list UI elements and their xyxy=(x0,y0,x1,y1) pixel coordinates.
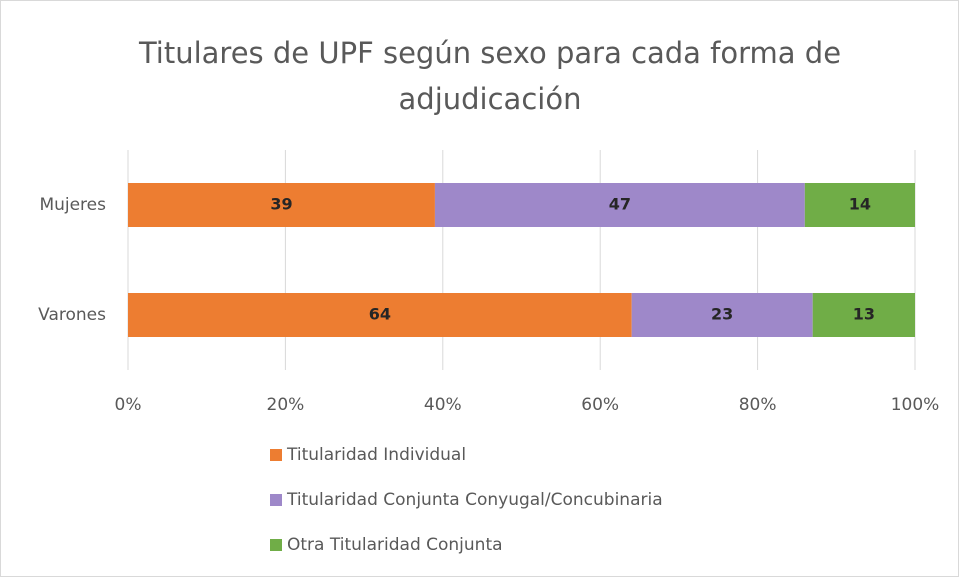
bar-segment xyxy=(128,183,435,227)
y-tick-label: Mujeres xyxy=(39,195,106,215)
x-tick-label: 100% xyxy=(891,395,940,415)
legend-label: Titularidad Individual xyxy=(286,445,466,465)
data-label: 64 xyxy=(369,305,391,324)
legend-swatch xyxy=(270,494,282,506)
x-tick-label: 40% xyxy=(424,395,462,415)
legend-label: Titularidad Conjunta Conyugal/Concubinar… xyxy=(286,490,663,510)
data-label: 39 xyxy=(270,195,292,214)
bar-segment xyxy=(804,183,915,227)
bar-segment xyxy=(631,293,813,337)
data-label: 13 xyxy=(853,305,875,324)
bar-segment xyxy=(128,293,632,337)
legend-label: Otra Titularidad Conjunta xyxy=(287,535,503,555)
x-tick-label: 60% xyxy=(581,395,619,415)
bar-segment xyxy=(812,293,915,337)
legend-swatch xyxy=(270,449,282,461)
legend-swatch xyxy=(270,539,282,551)
y-tick-label: Varones xyxy=(38,305,106,325)
chart-title: Titulares de UPF según sexo para cada fo… xyxy=(138,36,842,116)
x-tick-label: 80% xyxy=(739,395,777,415)
data-label: 23 xyxy=(711,305,733,324)
data-label: 14 xyxy=(849,195,871,214)
x-tick-label: 0% xyxy=(115,395,142,415)
bar-segment xyxy=(434,183,805,227)
x-tick-label: 20% xyxy=(267,395,305,415)
data-label: 47 xyxy=(609,195,631,214)
